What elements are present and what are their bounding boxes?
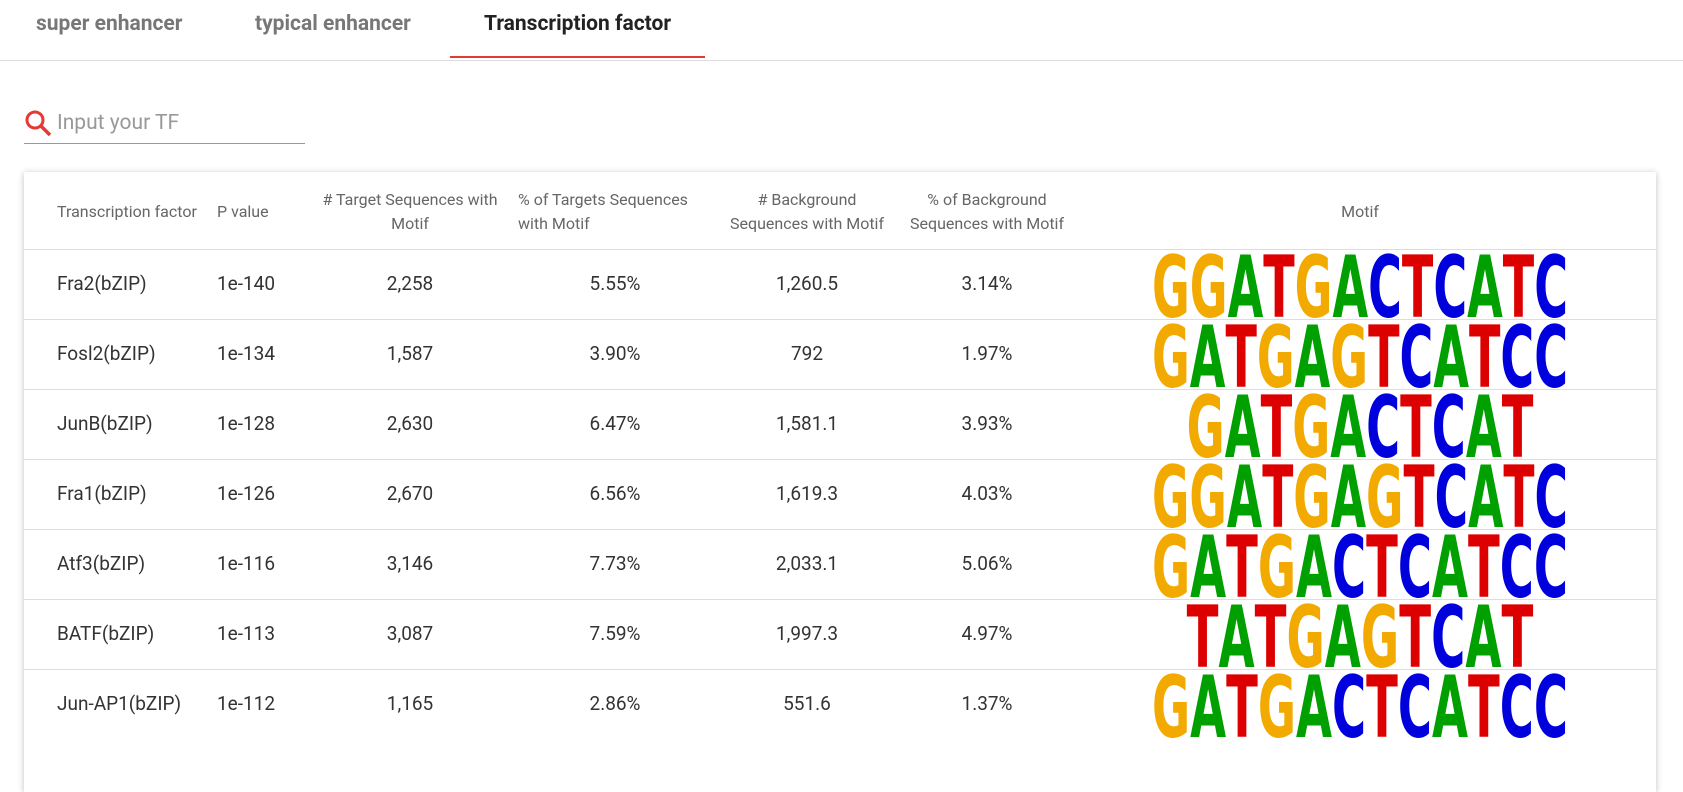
tab-bar: super enhancer typical enhancer Transcript… — [0, 0, 1683, 61]
column-header: Transcription factor — [57, 202, 197, 221]
tab[interactable]: Transcription factor — [484, 12, 672, 36]
table-cell: 1e-134 — [217, 342, 276, 365]
table-cell: Atf3(bZIP) — [57, 552, 146, 575]
motif-sequence: GATGACTCAT — [1187, 391, 1534, 459]
motif-logo: GGATGACTCATC — [1152, 251, 1568, 319]
table-cell: 2.86% — [589, 692, 641, 715]
table-cell: 2,670 — [386, 482, 434, 505]
motif-sequence: GATGAGTCATCC — [1152, 321, 1568, 389]
table-cell: 3,146 — [386, 552, 434, 575]
page: super enhancer typical enhancer Transcript… — [0, 0, 1683, 739]
table-cell: 1e-126 — [217, 482, 276, 505]
tab[interactable]: super enhancer — [36, 12, 183, 36]
table-cell: 1,165 — [386, 692, 434, 715]
column-header: % of Targets Sequences with Motif — [518, 190, 688, 233]
motif-sequence: GATGACTCATCC — [1152, 531, 1568, 599]
table-cell: 7.59% — [589, 622, 641, 645]
table-cell: 1e-113 — [217, 622, 276, 645]
motif-sequence: TATGAGTCAT — [1187, 601, 1534, 669]
tab[interactable]: typical enhancer — [255, 12, 411, 36]
table-cell: 792 — [790, 342, 824, 365]
table-cell: 5.55% — [589, 272, 641, 295]
table-cell: BATF(bZIP) — [57, 622, 155, 645]
table-cell: Fra1(bZIP) — [57, 482, 147, 505]
table-row: Jun-AP1(bZIP) 1e-112 1,165 2.86% 551.6 1.37% G… — [24, 669, 1656, 740]
table-row: Fra1(bZIP) 1e-126 2,670 6.56% 1,619.3 4.03% GG… — [24, 459, 1656, 530]
table-cell: JunB(bZIP) — [57, 412, 153, 435]
table-row: BATF(bZIP) 1e-113 3,087 7.59% 1,997.3 4.97% TA… — [24, 599, 1656, 670]
table-row: Fosl2(bZIP) 1e-134 1,587 3.90% 792 1.97% GATGA… — [24, 319, 1656, 390]
motif-sequence: GGATGAGTCATC — [1152, 461, 1568, 529]
table-cell: Fra2(bZIP) — [57, 272, 147, 295]
table-cell: 1.37% — [961, 692, 1013, 715]
motif-logo: GATGAGTCATCC — [1152, 321, 1568, 389]
motif-sequence: GATGACTCATCC — [1152, 671, 1568, 739]
column-header: # Background Sequences with Motif — [729, 190, 884, 233]
table-cell: 1,997.3 — [775, 622, 839, 645]
table-cell: Fosl2(bZIP) — [57, 342, 156, 365]
table-cell: 1,619.3 — [775, 482, 839, 505]
table-cell: 7.73% — [589, 552, 641, 575]
column-header: % of Background Sequences with Motif — [909, 190, 1064, 233]
table-cell: 3,087 — [386, 622, 434, 645]
column-header: Motif — [1341, 202, 1379, 221]
search-box[interactable]: Input your TF — [24, 105, 305, 144]
table-cell: 1,581.1 — [775, 412, 839, 435]
table-cell: 6.56% — [589, 482, 641, 505]
motif-logo: GATGACTCAT — [1187, 391, 1534, 459]
motif-logo: GGATGAGTCATC — [1152, 461, 1568, 529]
active-indicator — [450, 56, 705, 58]
table-row: Atf3(bZIP) 1e-116 3,146 7.73% 2,033.1 5.06% GA… — [24, 529, 1656, 600]
column-header: P value — [217, 202, 269, 221]
table-cell: 551.6 — [783, 692, 831, 715]
table-cell: 3.14% — [961, 272, 1013, 295]
table-cell: Jun-AP1(bZIP) — [57, 692, 182, 715]
table-cell: 2,033.1 — [775, 552, 839, 575]
table-row: Fra2(bZIP) 1e-140 2,258 5.55% 1,260.5 3.14% GG… — [24, 249, 1656, 320]
search-placeholder: Input your TF — [57, 111, 180, 135]
motif-logo: TATGAGTCAT — [1187, 601, 1534, 669]
table-cell: 2,630 — [386, 412, 434, 435]
search-icon — [25, 110, 52, 137]
table-cell: 1e-112 — [217, 692, 276, 715]
table-cell: 1,260.5 — [775, 272, 839, 295]
table-cell: 3.90% — [589, 342, 641, 365]
motif-sequence: GGATGACTCATC — [1152, 251, 1568, 319]
motif-logo: GATGACTCATCC — [1152, 671, 1568, 739]
table-cell: 1e-140 — [217, 272, 276, 295]
table-row: JunB(bZIP) 1e-128 2,630 6.47% 1,581.1 3.93% GA… — [24, 389, 1656, 460]
table-cell: 1.97% — [961, 342, 1013, 365]
table-cell: 2,258 — [386, 272, 434, 295]
table-cell: 4.03% — [961, 482, 1013, 505]
table-cell: 5.06% — [961, 552, 1013, 575]
motif-logo: GATGACTCATCC — [1152, 531, 1568, 599]
table-cell: 3.93% — [961, 412, 1013, 435]
results-table: Transcription factor P value # Target Sequ… — [24, 172, 1656, 792]
table-cell: 1e-116 — [217, 552, 276, 575]
table-cell: 1e-128 — [217, 412, 276, 435]
table-cell: 4.97% — [961, 622, 1013, 645]
column-header: # Target Sequences with Motif — [322, 190, 498, 233]
table-cell: 6.47% — [589, 412, 641, 435]
table-cell: 1,587 — [386, 342, 434, 365]
